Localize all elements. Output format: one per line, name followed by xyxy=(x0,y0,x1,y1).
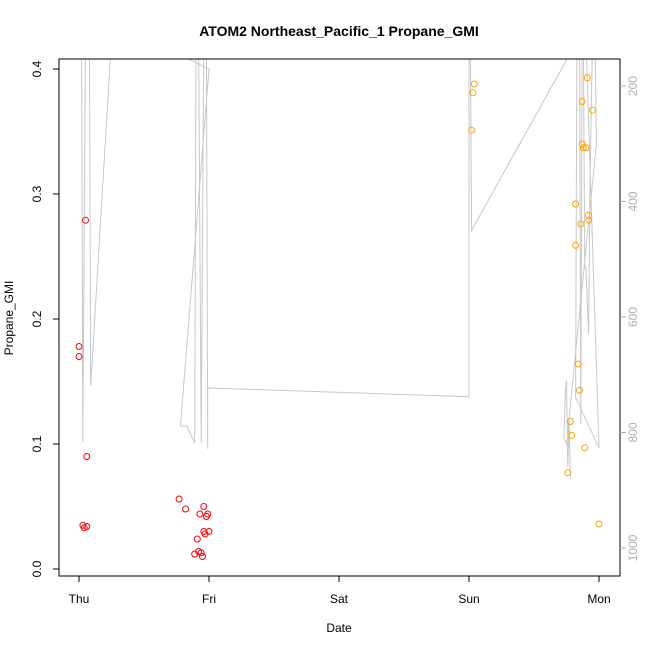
y2-axis: 200 400 600 800 1000 xyxy=(620,76,640,561)
y-tick-label: 0.1 xyxy=(30,435,44,452)
data-point xyxy=(199,553,206,560)
x-tick-label: Fri xyxy=(202,592,216,606)
data-point xyxy=(83,453,91,460)
data-point xyxy=(572,241,580,249)
data-point xyxy=(574,360,582,368)
data-point xyxy=(196,510,204,518)
data-point xyxy=(583,74,591,82)
data-point xyxy=(578,98,586,105)
data-point xyxy=(182,505,190,513)
y2-tick-label: 600 xyxy=(626,307,640,327)
y-tick-label: 0.4 xyxy=(30,60,44,77)
data-point xyxy=(75,353,83,360)
x-axis: Thu Fri Sat Sun Mon xyxy=(69,576,611,606)
data-point xyxy=(75,343,83,350)
data-point xyxy=(582,144,590,152)
data-point xyxy=(579,144,587,152)
y-tick-label: 0.0 xyxy=(30,560,44,577)
y-tick-label: 0.3 xyxy=(30,185,44,202)
data-point xyxy=(577,220,585,228)
data-point xyxy=(468,126,476,134)
data-point xyxy=(82,216,89,224)
chart-title: ATOM2 Northeast_Pacific_1 Propane_GMI xyxy=(199,23,479,39)
data-point xyxy=(470,80,478,88)
y2-tick-label: 200 xyxy=(626,76,640,96)
data-point xyxy=(204,510,212,518)
data-point xyxy=(469,89,477,97)
data-point xyxy=(175,495,183,503)
data-point xyxy=(585,211,593,219)
x-tick-label: Thu xyxy=(69,592,90,606)
y-axis: 0.0 0.1 0.2 0.3 0.4 xyxy=(30,60,59,577)
data-point xyxy=(564,469,572,477)
data-point xyxy=(578,140,586,148)
data-point xyxy=(572,200,580,208)
data-point xyxy=(200,503,208,510)
x-tick-label: Mon xyxy=(587,592,610,606)
data-point xyxy=(83,523,91,530)
data-point xyxy=(197,549,205,557)
y-axis-label: Propane_GMI xyxy=(2,281,16,356)
data-point xyxy=(585,216,593,224)
data-point xyxy=(589,106,596,114)
data-point xyxy=(566,418,574,425)
data-point xyxy=(193,535,201,543)
data-point xyxy=(205,528,213,535)
x-axis-label: Date xyxy=(326,621,352,635)
data-points-layer xyxy=(75,74,603,560)
y2-tick-label: 400 xyxy=(626,191,640,211)
y2-tick-label: 800 xyxy=(626,422,640,442)
y2-tick-label: 1000 xyxy=(626,534,640,561)
data-point xyxy=(568,431,576,439)
y-tick-label: 0.2 xyxy=(30,310,44,327)
data-point xyxy=(581,444,589,452)
x-tick-label: Sat xyxy=(330,592,349,606)
x-tick-label: Sun xyxy=(458,592,479,606)
data-point xyxy=(576,386,583,394)
data-point xyxy=(595,520,603,528)
